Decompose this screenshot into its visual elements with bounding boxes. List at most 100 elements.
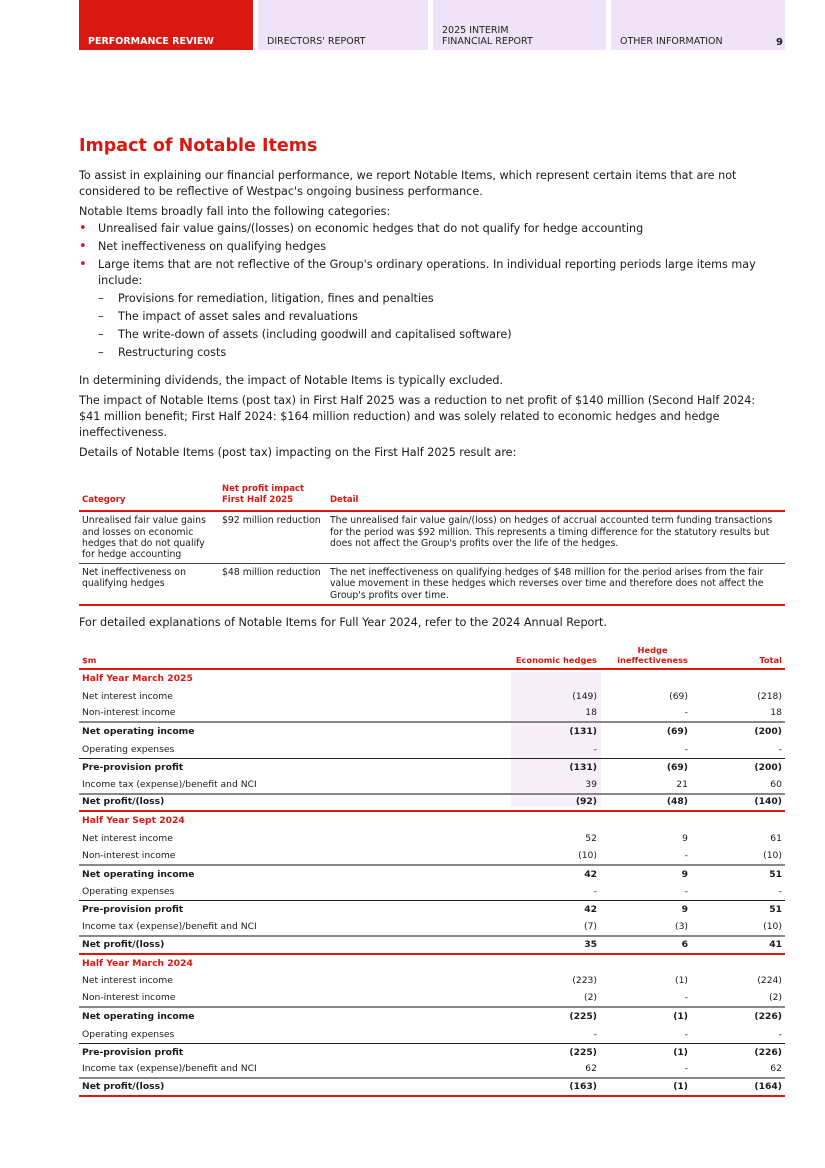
cell: The unrealised fair value gain/(loss) on… [327, 511, 785, 565]
table-row: Unrealised fair value gains and losses o… [79, 511, 785, 565]
value-cell: 21 [676, 778, 688, 790]
col-header-detail: Detail [327, 482, 785, 513]
value-cell: 18 [770, 707, 782, 719]
col-header-economic-hedges: Economic hedges [515, 655, 597, 665]
value-cell: 52 [585, 832, 597, 844]
value-cell: - [684, 1063, 688, 1075]
table-row: Pre-provision profit 42 9 51 [79, 901, 785, 919]
value-cell: 39 [585, 778, 597, 790]
bullet-item: Large items that are not reflective of t… [79, 257, 779, 289]
table-row: Net operating income (225) (1) (226) [79, 1008, 785, 1026]
row-label: Net interest income [82, 832, 173, 844]
value-cell: (92) [575, 796, 597, 808]
table-row: Non-interest income 18 - 18 [79, 706, 785, 724]
value-cell: 6 [681, 938, 688, 950]
section-heading-row: Half Year March 2024 [79, 955, 785, 973]
value-cell: (10) [763, 849, 782, 861]
value-cell: (69) [666, 761, 688, 773]
cell: Net ineffectiveness on qualifying hedges [79, 563, 219, 606]
tab-performance-review[interactable]: PERFORMANCE REVIEW [79, 0, 253, 50]
row-label: Operating expenses [82, 743, 175, 755]
value-cell: - [593, 743, 597, 755]
table-row: Net profit/(loss) (92) (48) (140) [79, 795, 785, 813]
value-cell: (223) [572, 975, 597, 987]
cell: The net ineffectiveness on qualifying he… [327, 563, 785, 606]
tab-other-information[interactable]: OTHER INFORMATION [611, 0, 785, 50]
value-cell: (226) [754, 1010, 782, 1022]
cell: $92 million reduction [219, 511, 327, 565]
table-row: Operating expenses - - - [79, 884, 785, 902]
value-cell: 51 [769, 904, 782, 916]
notable-items-financial-table: $m Economic hedges Hedge ineffectiveness… [79, 645, 785, 1098]
value-cell: 42 [584, 904, 597, 916]
page-title: Impact of Notable Items [79, 136, 318, 156]
row-label: Net profit/(loss) [82, 1081, 165, 1093]
page-number: 9 [776, 37, 783, 48]
intro-paragraph: To assist in explaining our financial pe… [79, 169, 737, 198]
table-row: Net interest income 52 9 61 [79, 830, 785, 848]
value-cell: (226) [754, 1046, 782, 1058]
section-title: Half Year March 2025 [82, 672, 193, 684]
value-cell: (7) [583, 920, 597, 932]
col-header-category: Category [79, 482, 219, 513]
col-header-impact: Net profit impact First Half 2025 [219, 482, 327, 513]
table-row: Net profit/(loss) 35 6 41 [79, 937, 785, 955]
sub-bullet-item: The impact of asset sales and revaluatio… [79, 309, 779, 325]
table-row: Net ineffectiveness on qualifying hedges… [79, 563, 785, 606]
highlight-column [511, 672, 601, 806]
value-cell: (200) [754, 726, 782, 738]
tab-interim-financial-report[interactable]: 2025 INTERIM FINANCIAL REPORT [433, 0, 606, 50]
value-cell: - [593, 886, 597, 898]
details-intro: Details of Notable Items (post tax) impa… [79, 446, 517, 459]
value-cell: (69) [669, 690, 688, 702]
value-cell: 41 [769, 938, 782, 950]
table-row: Net profit/(loss) (163) (1) (164) [79, 1079, 785, 1098]
row-label: Non-interest income [82, 849, 176, 861]
row-label: Net interest income [82, 690, 173, 702]
value-cell: - [684, 849, 688, 861]
row-label: Non-interest income [82, 992, 176, 1004]
tab-directors-report[interactable]: DIRECTORS' REPORT [258, 0, 428, 50]
value-cell: (1) [674, 975, 688, 987]
row-label: Operating expenses [82, 886, 175, 898]
bullet-item: Unrealised fair value gains/(losses) on … [79, 221, 779, 237]
value-cell: (200) [754, 761, 782, 773]
value-cell: 9 [682, 832, 688, 844]
row-label: Pre-provision profit [82, 1046, 184, 1058]
value-cell: (164) [754, 1081, 782, 1093]
value-cell: 51 [769, 868, 782, 880]
value-cell: 42 [584, 868, 597, 880]
cell: $48 million reduction [219, 563, 327, 606]
value-cell: (69) [666, 726, 688, 738]
table-row: Pre-provision profit (225) (1) (226) [79, 1044, 785, 1062]
table-row: Operating expenses - - - [79, 1026, 785, 1044]
value-cell: (131) [569, 761, 597, 773]
notable-items-table: Category Net profit impact First Half 202… [79, 482, 785, 606]
value-cell: - [684, 886, 688, 898]
row-label: Net profit/(loss) [82, 796, 165, 808]
row-label: Net profit/(loss) [82, 938, 165, 950]
value-cell: 9 [681, 868, 688, 880]
row-label: Net operating income [82, 868, 195, 880]
value-cell: 62 [770, 1063, 782, 1075]
row-label: Non-interest income [82, 707, 176, 719]
section-title: Half Year March 2024 [82, 957, 193, 969]
value-cell: - [684, 1028, 688, 1040]
row-label: Income tax (expense)/benefit and NCI [82, 778, 257, 790]
row-label: Net interest income [82, 975, 173, 987]
row-label: Net operating income [82, 1010, 195, 1022]
value-cell: (1) [673, 1081, 688, 1093]
table-row: Non-interest income (2) - (2) [79, 990, 785, 1009]
table-row: Net interest income (223) (1) (224) [79, 973, 785, 991]
value-cell: - [684, 707, 688, 719]
sub-bullet-item: The write-down of assets (including good… [79, 327, 779, 343]
row-label: Pre-provision profit [82, 904, 184, 916]
table-row: Net operating income 42 9 51 [79, 866, 785, 884]
table-row: Net interest income (149) (69) (218) [79, 688, 785, 706]
table-row: Non-interest income (10) - (10) [79, 848, 785, 866]
col-header-hedge-ineffectiveness: Hedge ineffectiveness [617, 645, 688, 665]
annual-report-note: For detailed explanations of Notable Ite… [79, 616, 607, 629]
section-heading-row: Half Year March 2025 [79, 670, 785, 688]
row-label: Pre-provision profit [82, 761, 184, 773]
value-cell: (140) [754, 796, 782, 808]
